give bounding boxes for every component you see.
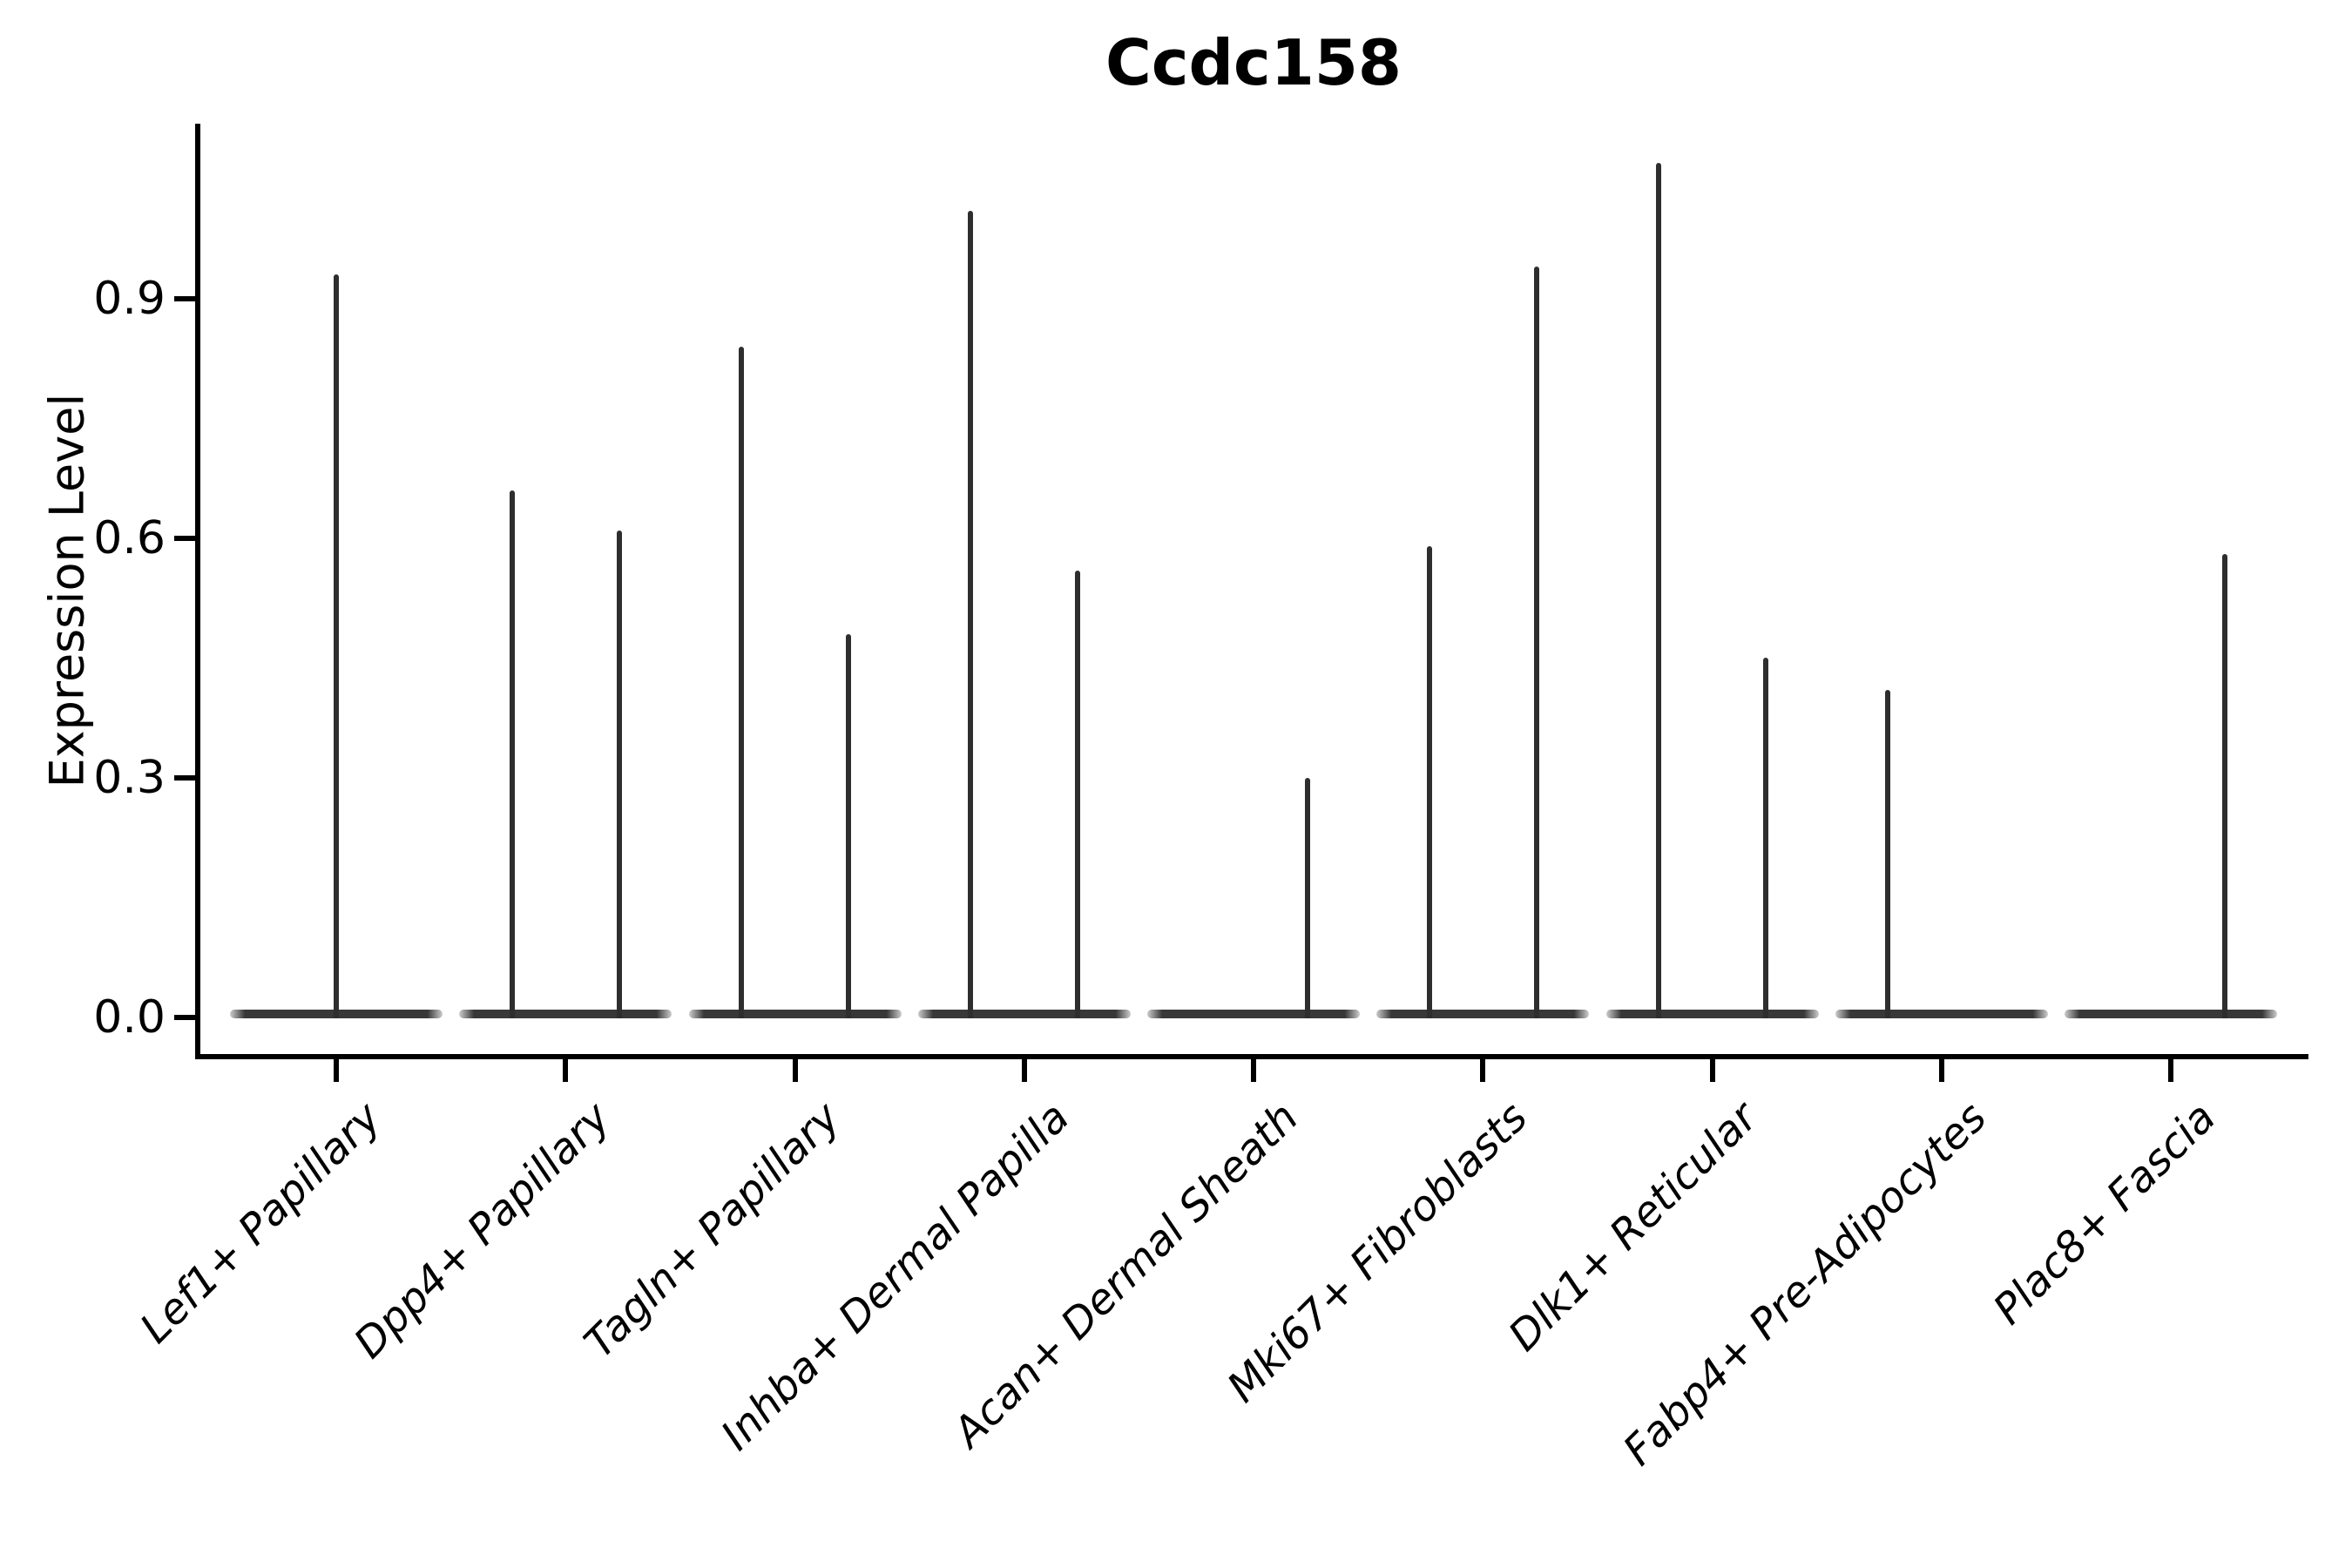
plot-title: Ccdc158 [1105,26,1402,99]
violin-spike [1885,690,1891,1018]
violin-spike [968,211,974,1018]
violin-base [1147,1010,1360,1018]
violin-base [1605,1010,1819,1018]
x-tick-label: Fabp4+ Pre-Adipocytes [1613,1092,1997,1476]
violin-spike [1426,546,1432,1018]
x-tick-mark [1021,1058,1027,1082]
y-tick-mark [174,1015,197,1020]
y-tick-label: 0.0 [93,991,166,1044]
x-tick-label: Dlk1+ Reticular [1498,1092,1767,1361]
x-tick-label: Plac8+ Fascia [1984,1092,2226,1335]
violin-spike [334,274,339,1018]
violin-spike [509,490,515,1018]
x-tick-mark [2168,1058,2173,1082]
x-tick-mark [1480,1058,1486,1082]
violin-spike [2221,554,2227,1018]
violin-base [1376,1010,1590,1018]
violin-base [917,1010,1131,1018]
y-tick-mark [174,295,197,301]
violin-spike [739,346,744,1018]
x-tick-mark [792,1058,798,1082]
x-tick-mark [334,1058,339,1082]
violin-base [459,1010,672,1018]
y-axis-line [195,124,200,1059]
y-tick-label: 0.9 [93,272,166,325]
violin-spike [846,633,851,1018]
x-tick-label: Lef1+ Papillary [131,1092,391,1353]
y-tick-label: 0.6 [93,511,166,564]
violin-spike [1763,658,1768,1018]
y-tick-mark [174,774,197,781]
violin-base [688,1010,902,1018]
y-tick-label: 0.3 [93,751,166,804]
violin-spike [616,530,622,1018]
y-axis-label: Expression Level [39,393,95,788]
x-tick-mark [563,1058,569,1082]
violin-base [2065,1010,2277,1018]
violin-spike [1533,267,1539,1018]
x-tick-mark [1709,1058,1715,1082]
x-axis-line [195,1054,2308,1059]
x-tick-mark [1251,1058,1256,1082]
y-tick-mark [174,535,197,541]
violin-base [1835,1010,2048,1018]
violin-spike [1304,777,1310,1018]
x-tick-mark [1938,1058,1944,1082]
violin-spike [1656,163,1661,1018]
violin-spike [1075,570,1081,1018]
